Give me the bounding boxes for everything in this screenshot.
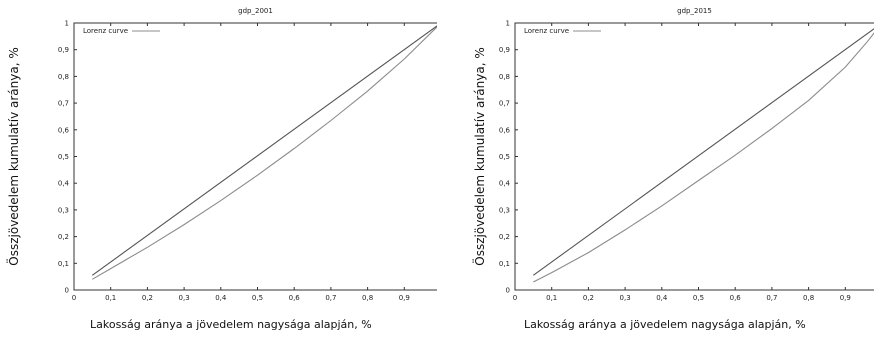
y-tick-label: 1 (506, 20, 510, 28)
x-tick-label: 0,2 (583, 294, 594, 302)
x-tick-label: 0,3 (620, 294, 631, 302)
chart-title: gdp_2015 (677, 7, 712, 15)
legend: Lorenz curve (83, 27, 160, 35)
y-tick-label: 0,9 (58, 46, 69, 54)
chart-panel-gdp-2015: gdp_2015 0 0,1 0,2 0,3 0,4 0,5 0,6 0,7 0,8 0,9 1 0 0,… (437, 0, 874, 338)
y-axis-label: Összjövedelem kumulatív aránya, % (5, 47, 21, 265)
x-tick-label: 0,3 (179, 294, 190, 302)
y-tick-label: 0 (506, 287, 510, 295)
legend-label: Lorenz curve (83, 27, 128, 35)
x-tick-label: 0,6 (289, 294, 301, 302)
y-tick-label: 0,4 (499, 180, 511, 188)
y-tick-label: 0,2 (58, 233, 69, 241)
x-tick-label: 0,5 (252, 294, 263, 302)
y-tick-label: 0,3 (58, 206, 69, 214)
y-axis-label: Összjövedelem kumulatív aránya, % (471, 47, 487, 265)
x-tick-label: 0,7 (325, 294, 336, 302)
x-tick-label: 0,5 (693, 294, 704, 302)
y-tick-label: 0,1 (499, 260, 510, 268)
x-tick-label: 0,7 (766, 294, 777, 302)
x-tick-label: 0,4 (656, 294, 668, 302)
lorenz-curve-line (92, 26, 437, 280)
x-tick-label: 0,1 (105, 294, 116, 302)
y-tick-label: 0,6 (499, 126, 511, 134)
x-axis-label: Lakosság aránya a jövedelem nagysága ala… (90, 318, 372, 331)
x-tick-label: 0,2 (142, 294, 153, 302)
y-tick-label: 0,9 (499, 46, 510, 54)
y-tick-label: 0,1 (58, 260, 69, 268)
lorenz-chart-gdp-2015: gdp_2015 0 0,1 0,2 0,3 0,4 0,5 0,6 0,7 0,8 0,9 1 0 0,… (471, 7, 874, 302)
equality-line (91, 25, 437, 276)
y-tick-label: 0,5 (58, 153, 69, 161)
y-tick-label: 0,4 (58, 180, 70, 188)
y-tick-label: 0,7 (499, 100, 510, 108)
y-tick-label: 1 (65, 20, 69, 28)
lorenz-curve-line (533, 32, 874, 283)
x-tick-label: 0,1 (546, 294, 557, 302)
x-axis-label: Lakosság aránya a jövedelem nagysága ala… (524, 318, 806, 331)
y-tick-label: 0 (65, 287, 69, 295)
y-tick-label: 0,8 (58, 73, 69, 81)
y-tick-label: 0,8 (499, 73, 510, 81)
x-tick-label: 0,9 (399, 294, 410, 302)
legend-label: Lorenz curve (524, 27, 569, 35)
y-tick-label: 0,5 (499, 153, 510, 161)
y-tick-label: 0,2 (499, 233, 510, 241)
x-tick-label: 0,9 (840, 294, 851, 302)
x-tick-label: 0 (513, 294, 517, 302)
x-tick-label: 0 (72, 294, 76, 302)
lorenz-chart-gdp-2001: gdp_2001 0 0,1 0,2 0,3 0,4 0,5 0,6 0,7 0,8 0,9 1 0 0,… (5, 7, 437, 302)
x-tick-label: 0,4 (215, 294, 227, 302)
x-tick-label: 0,8 (362, 294, 373, 302)
legend: Lorenz curve (524, 27, 601, 35)
chart-panel-gdp-2001: gdp_2001 0 0,1 0,2 0,3 0,4 0,5 0,6 0,7 0,8 0,9 1 0 0,… (5, 7, 437, 331)
y-tick-label: 0,6 (58, 126, 70, 134)
chart-title: gdp_2001 (238, 7, 273, 15)
x-tick-label: 0,6 (730, 294, 742, 302)
y-tick-label: 0,7 (58, 100, 69, 108)
plot-frame (73, 22, 437, 291)
y-tick-label: 0,3 (499, 206, 510, 214)
equality-line (532, 28, 874, 276)
x-tick-label: 0,8 (803, 294, 814, 302)
